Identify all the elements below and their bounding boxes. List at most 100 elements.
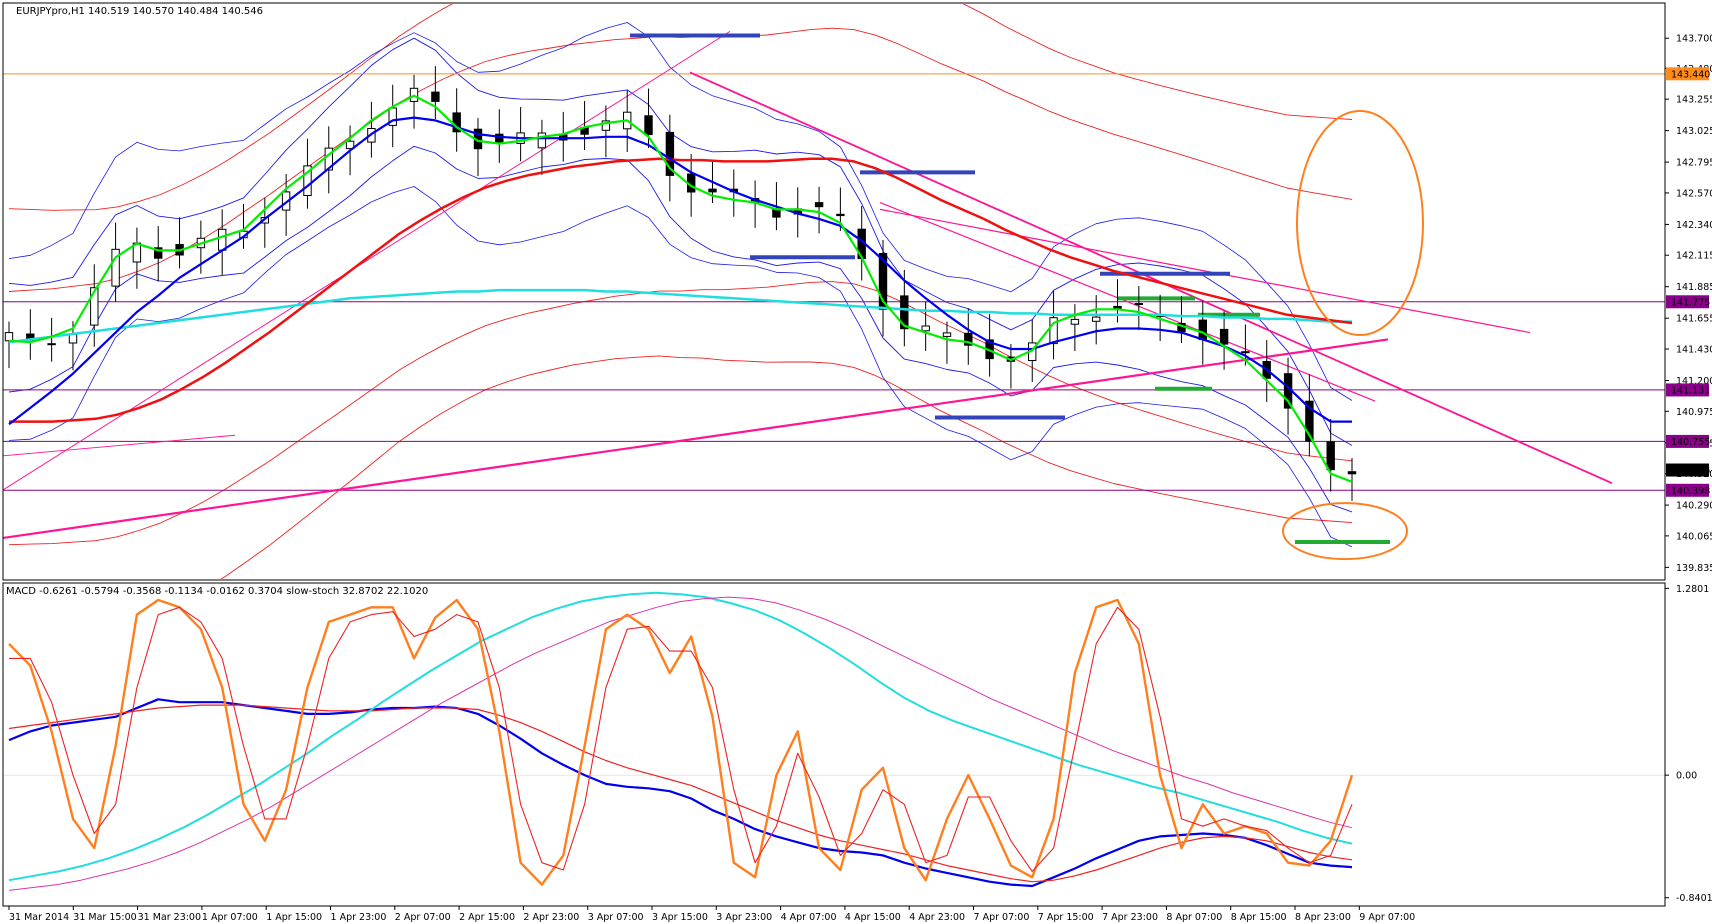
overlay-layer [1282, 110, 1424, 561]
time-tick-label: 2 Apr 15:00 [459, 912, 515, 923]
candle-body [47, 343, 56, 346]
level-label-bg [1666, 434, 1709, 448]
price-header: EURJPYpro,H1 140.519 140.570 140.484 140… [16, 6, 263, 17]
annotation-ellipse-lower [1282, 502, 1408, 561]
candle-body [964, 332, 973, 346]
pane-frames [2, 2, 1666, 907]
time-tick-label: 3 Apr 07:00 [588, 912, 644, 923]
price-tick-label: 140.975 [1676, 407, 1712, 418]
level-label-bg [1666, 295, 1709, 309]
time-tick-label: 3 Apr 23:00 [716, 912, 772, 923]
price-pane-frame [2, 2, 1666, 581]
axes-layer: 143.700143.480143.255143.025142.795142.5… [8, 34, 1712, 923]
price-tick-label: 141.655 [1676, 314, 1712, 325]
time-tick-label: 1 Apr 15:00 [266, 912, 322, 923]
price-tick-label: 140.065 [1676, 531, 1712, 542]
time-tick-label: 4 Apr 07:00 [781, 912, 837, 923]
osc-tick-label: -0.8401 [1676, 893, 1712, 904]
candle-body [68, 333, 78, 344]
osc-line-cyan [8, 591, 1353, 882]
candle-body [90, 287, 99, 326]
candle-body [814, 202, 824, 208]
time-tick-label: 7 Apr 07:00 [974, 912, 1030, 923]
price-tick-label: 142.570 [1676, 188, 1712, 199]
candle-body [1198, 319, 1207, 341]
candle-body [1347, 471, 1357, 475]
fast-ma-line [8, 94, 1353, 483]
candle-body [836, 213, 845, 217]
bollinger-band-outer-upper [8, 22, 1353, 401]
trend-line-1 [3, 338, 1389, 540]
price-tick-label: 141.200 [1676, 376, 1712, 387]
candle-body [537, 132, 547, 149]
price-tick-label: 142.115 [1676, 251, 1712, 262]
mid-ma-line [8, 116, 1352, 426]
time-tick-label: 4 Apr 23:00 [909, 912, 965, 923]
candle-body [1305, 400, 1314, 442]
time-tick-label: 31 Mar 15:00 [73, 912, 136, 923]
osc-line-macd-signal [8, 704, 1353, 883]
trend-line-2 [689, 71, 1613, 484]
time-tick-label: 8 Apr 15:00 [1231, 912, 1287, 923]
level-label-bg [1666, 383, 1709, 397]
candle-body [900, 295, 909, 330]
price-tick-label: 143.255 [1676, 95, 1712, 106]
price-tick-label: 139.835 [1676, 563, 1712, 574]
time-tick-label: 1 Apr 23:00 [331, 912, 387, 923]
level-label: 143.440 [1671, 69, 1710, 80]
price-tick-label: 143.025 [1676, 126, 1712, 137]
candle-body [303, 165, 312, 196]
time-tick-label: 8 Apr 23:00 [1295, 912, 1351, 923]
macd-header: MACD -0.6261 -0.5794 -0.3568 -0.1134 -0.… [6, 586, 428, 597]
candle-body [1070, 318, 1080, 325]
time-tick-label: 7 Apr 15:00 [1038, 912, 1094, 923]
candle-body [1049, 317, 1058, 345]
bollinger-band-upper [8, 37, 1353, 446]
osc-tick-label: 0.00 [1676, 771, 1697, 782]
time-tick-label: 8 Apr 07:00 [1166, 912, 1222, 923]
candle-body [111, 248, 120, 287]
time-tick-label: 3 Apr 15:00 [652, 912, 708, 923]
osc-line-magenta [8, 596, 1353, 891]
long-ma-line [8, 288, 1352, 344]
osc-tick-label: 1.2801 [1676, 584, 1709, 595]
candle-body [708, 188, 717, 193]
candle-body [601, 120, 611, 131]
bollinger-band-lower [8, 145, 1353, 513]
price-pane[interactable] [3, 0, 1665, 629]
level-label-bg [1666, 67, 1709, 81]
candle-body [878, 253, 888, 310]
trend-line-4 [879, 208, 1531, 334]
time-tick-label: 1 Apr 07:00 [202, 912, 258, 923]
price-tick-label: 142.795 [1676, 158, 1712, 169]
trend-line-6 [3, 434, 236, 457]
time-tick-label: 31 Mar 23:00 [138, 912, 201, 923]
price-tick-label: 143.700 [1676, 34, 1712, 45]
time-tick-label: 9 Apr 07:00 [1359, 912, 1415, 923]
candle-body [942, 332, 952, 337]
trend-line-3 [879, 201, 1376, 402]
time-tick-label: 4 Apr 15:00 [845, 912, 901, 923]
candle-body [4, 332, 14, 342]
time-tick-label: 2 Apr 23:00 [523, 912, 579, 923]
candle-body [345, 140, 355, 150]
level-label: 141.775 [1671, 297, 1710, 308]
candle-body [921, 325, 930, 332]
candle-body [154, 247, 163, 259]
envelope-line-4 [220, 355, 1353, 579]
bollinger-band-outer-lower [8, 186, 1353, 548]
price-tick-label: 141.430 [1676, 345, 1712, 356]
candle-body [1134, 303, 1143, 305]
candle-body [218, 228, 227, 251]
macd-pane-frame [2, 582, 1666, 907]
macd-pane[interactable] [3, 591, 1665, 891]
level-label: 141.131 [1671, 385, 1710, 396]
time-tick-label: 7 Apr 23:00 [1102, 912, 1158, 923]
annotation-ellipse-upper [1296, 110, 1424, 337]
envelope-line-3 [8, 4, 1353, 211]
price-tick-label: 140.290 [1676, 501, 1712, 512]
price-tick-label: 142.340 [1676, 220, 1712, 231]
time-tick-label: 2 Apr 07:00 [395, 912, 451, 923]
